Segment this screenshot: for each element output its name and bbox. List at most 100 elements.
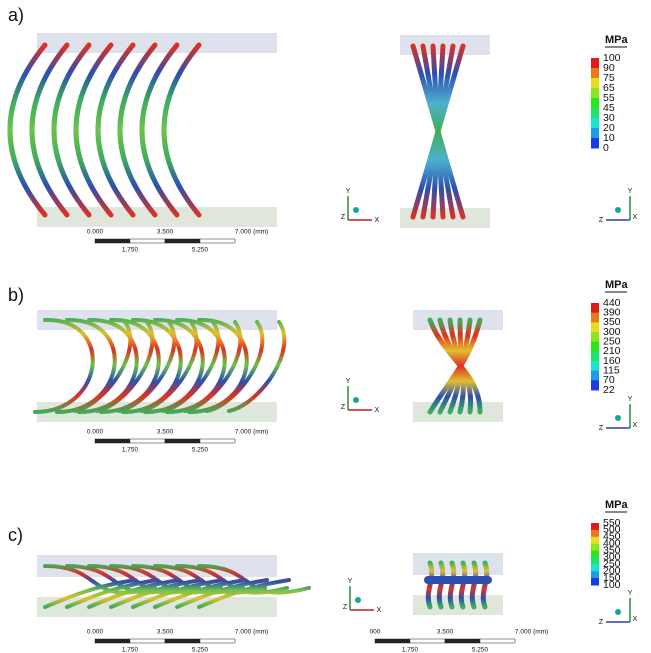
x-axis-label: X: [633, 214, 638, 221]
scale-segment: [95, 439, 130, 443]
legend-swatch: [591, 303, 599, 313]
y-axis-label: Y: [346, 378, 351, 385]
scale-segment: [200, 239, 235, 243]
legend-swatch: [591, 537, 599, 544]
x-axis-label: X: [633, 422, 638, 429]
legend-tick-label: 100: [603, 579, 621, 591]
legend-swatch: [591, 571, 599, 578]
scale-segment: [165, 639, 200, 643]
origin-dot: [353, 397, 359, 403]
legend-swatch: [591, 530, 599, 537]
scale-label: 7.000 (mm): [515, 629, 548, 636]
legend-swatch: [591, 380, 599, 390]
legend-swatch: [591, 118, 599, 129]
scale-segment: [130, 439, 165, 443]
x-axis-label: X: [633, 616, 638, 623]
beam: [98, 45, 133, 215]
scale-label: 0.000: [87, 429, 104, 436]
legend-swatch: [591, 361, 599, 371]
legend-tick-label: 0: [603, 142, 609, 154]
scale-segment: [95, 639, 130, 643]
z-axis-label: Z: [599, 425, 604, 432]
panel-label: c): [8, 525, 23, 545]
axis-triad: Y Z X: [599, 396, 638, 432]
bottom-plate: [37, 207, 277, 227]
legend-swatch: [591, 342, 599, 352]
scale-segment: [95, 239, 130, 243]
legend-swatch: [591, 523, 599, 530]
scale-label: 0.000: [87, 629, 104, 636]
y-axis-label: Y: [346, 188, 351, 195]
scale-label: 3.500: [157, 229, 174, 236]
beam: [120, 45, 155, 215]
legend-swatch: [591, 332, 599, 342]
y-axis-label: Y: [628, 396, 633, 403]
legend-swatch: [591, 58, 599, 69]
top-plate: [413, 553, 503, 575]
legend-swatch: [591, 68, 599, 79]
z-axis-label: Z: [341, 404, 346, 411]
scale-segment: [480, 639, 515, 643]
figure: a)MPa10090756555453020100YXZYZX0.0003.50…: [0, 0, 651, 653]
y-axis-label: Y: [628, 188, 633, 195]
legend-swatch: [591, 578, 599, 585]
legend-swatch: [591, 108, 599, 119]
scale-label: 7.000 (mm): [235, 429, 268, 436]
scale-label: 3.500: [157, 429, 174, 436]
z-axis-label: Z: [599, 217, 604, 224]
z-axis-label: Z: [343, 604, 348, 611]
legend-unit: MPa: [605, 499, 629, 511]
legend-swatch: [591, 88, 599, 99]
legend-unit: MPa: [605, 34, 629, 46]
scale-label: 7.000 (mm): [235, 629, 268, 636]
scale-segment: [165, 239, 200, 243]
scale-label: 5.250: [192, 447, 209, 454]
beam: [164, 45, 199, 215]
legend-swatch: [591, 564, 599, 571]
scale-label: 1.750: [122, 447, 139, 454]
z-axis-label: Z: [599, 619, 604, 626]
y-axis-label: Y: [348, 578, 353, 585]
legend-swatch: [591, 322, 599, 332]
legend-swatch: [591, 78, 599, 89]
scale-segment: [130, 239, 165, 243]
axis-triad: YZX: [599, 590, 638, 626]
scale-label: 5.250: [192, 247, 209, 254]
scale-label: 1.750: [402, 647, 419, 653]
x-axis-label: X: [375, 407, 380, 414]
scale-label: 5.250: [472, 647, 489, 653]
legend-tick-label: 22: [603, 384, 615, 396]
top-plate: [37, 33, 277, 53]
legend-swatch: [591, 544, 599, 551]
legend-swatch: [591, 551, 599, 558]
axis-triad: YXZ: [341, 188, 380, 224]
scale-segment: [200, 439, 235, 443]
panel-label: a): [8, 5, 24, 25]
origin-dot: [355, 597, 361, 603]
origin-dot: [353, 207, 359, 213]
x-axis-label: X: [375, 217, 380, 224]
axis-triad: Y X Z: [341, 378, 380, 414]
scale-label: 7.000 (mm): [235, 229, 268, 236]
scale-segment: [375, 639, 410, 643]
legend-swatch: [591, 313, 599, 323]
origin-dot: [615, 415, 621, 421]
beam: [76, 45, 111, 215]
axis-triad: Y Z X: [599, 188, 638, 224]
x-axis-label: X: [377, 607, 382, 614]
legend-swatch: [591, 351, 599, 361]
beam: [10, 45, 45, 215]
scale-segment: [445, 639, 480, 643]
scale-label: 5.250: [192, 647, 209, 653]
legend-swatch: [591, 371, 599, 381]
panel-label: b): [8, 285, 24, 305]
legend-swatch: [591, 128, 599, 139]
scale-segment: [410, 639, 445, 643]
beam: [142, 45, 177, 215]
beam: [54, 45, 89, 215]
legend-swatch: [591, 98, 599, 109]
legend-unit: MPa: [605, 279, 629, 291]
scale-segment: [200, 639, 235, 643]
scale-label: 3.500: [437, 629, 454, 636]
scale-label: 000: [370, 629, 381, 636]
